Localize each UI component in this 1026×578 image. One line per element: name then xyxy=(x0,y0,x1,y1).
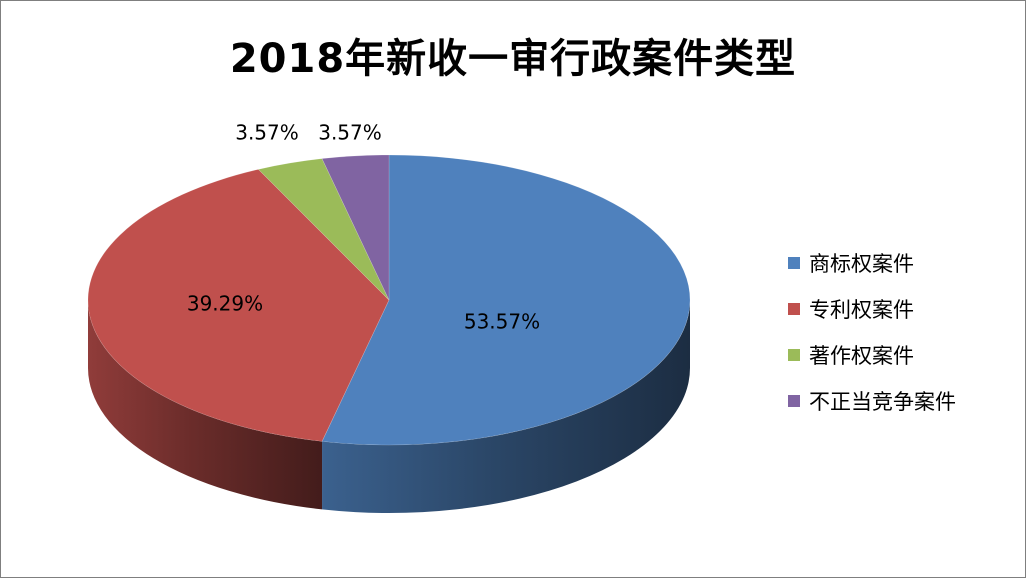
legend-swatch xyxy=(788,257,800,269)
legend-item-copyright: 著作权案件 xyxy=(788,332,956,378)
data-label-patent: 39.29% xyxy=(187,292,263,316)
pie-top xyxy=(87,154,691,446)
slice-trademark xyxy=(321,154,691,446)
chart-legend: 商标权案件专利权案件著作权案件不正当竞争案件 xyxy=(788,240,956,424)
pie-sides xyxy=(87,300,690,513)
legend-swatch xyxy=(788,349,800,361)
data-label-unfair-competition: 3.57% xyxy=(318,121,382,145)
legend-swatch xyxy=(788,303,800,315)
legend-label: 不正当竞争案件 xyxy=(809,390,956,414)
legend-label: 专利权案件 xyxy=(809,298,914,322)
slice-side-patent xyxy=(87,300,323,510)
slice-copyright xyxy=(257,158,390,301)
legend-swatch xyxy=(788,395,800,407)
legend-item-patent: 专利权案件 xyxy=(788,286,956,332)
slice-side-trademark xyxy=(322,300,690,513)
pie-labels: 53.57% 39.29% 3.57% 3.57% xyxy=(187,121,540,334)
chart-title: 2018年新收一审行政案件类型 xyxy=(229,36,797,82)
slice-unfair-competition xyxy=(321,154,390,301)
legend-item-unfair-competition: 不正当竞争案件 xyxy=(788,378,956,424)
legend-label: 著作权案件 xyxy=(809,344,914,368)
legend-label: 商标权案件 xyxy=(809,252,914,276)
legend-item-trademark: 商标权案件 xyxy=(788,240,956,286)
data-label-trademark: 53.57% xyxy=(464,310,540,334)
data-label-copyright: 3.57% xyxy=(235,121,299,145)
slice-patent xyxy=(87,169,390,442)
